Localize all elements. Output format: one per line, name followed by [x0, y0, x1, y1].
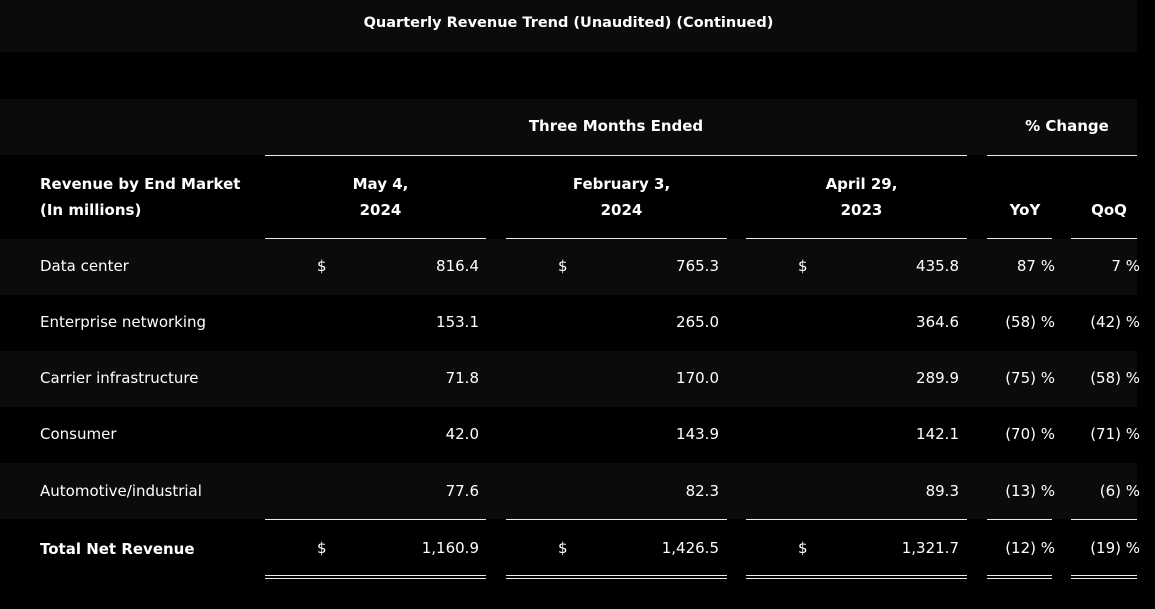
yoy-underline	[987, 238, 1052, 239]
row-label-header-line1: Revenue by End Market	[40, 175, 241, 193]
cell-value: 142.1	[916, 425, 959, 443]
row-band-4	[0, 463, 1137, 519]
qoq-value: (6) %	[1099, 482, 1140, 500]
currency-symbol: $	[317, 257, 327, 275]
total-double-rule-2	[746, 575, 967, 579]
cell-value: 170.0	[676, 369, 719, 387]
yoy-value: (13) %	[1005, 482, 1055, 500]
currency-symbol: $	[558, 257, 568, 275]
page-title: Quarterly Revenue Trend (Unaudited) (Con…	[0, 0, 1137, 52]
cell-value: 364.6	[916, 313, 959, 331]
qoq-value: 7 %	[1111, 257, 1140, 275]
qoq-value: (42) %	[1090, 313, 1140, 331]
total-value: 1,426.5	[661, 539, 719, 557]
qoq-header: QoQ	[1091, 201, 1127, 219]
row-label: Enterprise networking	[40, 313, 207, 331]
row-label: Data center	[40, 257, 129, 275]
row-band-1	[0, 295, 1137, 351]
total-value: 1,321.7	[901, 539, 959, 557]
qoq-value: (58) %	[1090, 369, 1140, 387]
period-1-line1: February 3,	[572, 175, 671, 193]
total-double-rule-0	[265, 575, 486, 579]
cell-value: 71.8	[445, 369, 479, 387]
row-label: Consumer	[40, 425, 117, 443]
cell-value: 82.3	[685, 482, 719, 500]
cell-value: 289.9	[916, 369, 959, 387]
currency-symbol: $	[798, 257, 808, 275]
period-1-underline	[506, 238, 727, 239]
subtotal-rule-qoq	[1071, 519, 1137, 520]
row-band-3	[0, 407, 1137, 463]
qoq-value: (71) %	[1090, 425, 1140, 443]
currency-symbol: $	[798, 539, 808, 557]
cell-value: 42.0	[445, 425, 479, 443]
cell-value: 143.9	[676, 425, 719, 443]
total-double-rule-qoq	[1071, 575, 1137, 579]
yoy-value: (58) %	[1005, 313, 1055, 331]
yoy-value: (75) %	[1005, 369, 1055, 387]
subtotal-rule-yoy	[987, 519, 1052, 520]
row-band-2	[0, 351, 1137, 407]
period-2-line2: 2023	[840, 201, 883, 219]
cell-value: 153.1	[436, 313, 479, 331]
subtotal-rule-2	[746, 519, 967, 520]
yoy-value: (70) %	[1005, 425, 1055, 443]
total-double-rule-yoy	[987, 575, 1052, 579]
period-2-line1: April 29,	[825, 175, 898, 193]
yoy-header: YoY	[1009, 201, 1041, 219]
subtotal-rule-0	[265, 519, 486, 520]
period-0-underline	[265, 238, 486, 239]
currency-symbol: $	[317, 539, 327, 557]
period-0-line2: 2024	[359, 201, 402, 219]
currency-symbol: $	[558, 539, 568, 557]
cell-value: 435.8	[916, 257, 959, 275]
total-qoq: (19) %	[1090, 539, 1140, 557]
group-underline	[265, 155, 967, 156]
cell-value: 816.4	[436, 257, 479, 275]
three-months-ended-label: Three Months Ended	[528, 117, 704, 135]
cell-value: 77.6	[445, 482, 479, 500]
row-band-0	[0, 239, 1137, 295]
yoy-value: 87 %	[1016, 257, 1055, 275]
row-label: Automotive/industrial	[40, 482, 202, 500]
cell-value: 89.3	[925, 482, 959, 500]
total-double-rule-1	[506, 575, 727, 579]
subtotal-rule-1	[506, 519, 727, 520]
qoq-underline	[1071, 238, 1137, 239]
change-underline	[987, 155, 1137, 156]
period-0-line1: May 4,	[352, 175, 409, 193]
cell-value: 265.0	[676, 313, 719, 331]
total-value: 1,160.9	[421, 539, 479, 557]
total-label: Total Net Revenue	[40, 540, 195, 558]
cell-value: 765.3	[676, 257, 719, 275]
total-yoy: (12) %	[1005, 539, 1055, 557]
period-2-underline	[746, 238, 967, 239]
period-1-line2: 2024	[600, 201, 643, 219]
percent-change-label: % Change	[1025, 117, 1109, 135]
header-band	[0, 99, 1137, 155]
row-label: Carrier infrastructure	[40, 369, 199, 387]
row-label-header-line2: (In millions)	[40, 201, 142, 219]
header-band-2	[0, 155, 1137, 239]
